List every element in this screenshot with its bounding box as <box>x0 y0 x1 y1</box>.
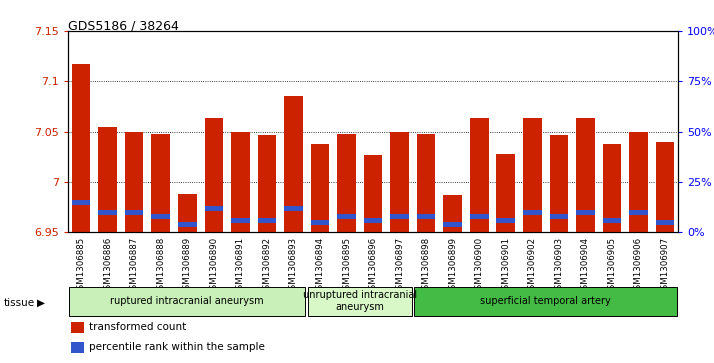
Bar <box>311 144 329 232</box>
Text: GSM1306905: GSM1306905 <box>608 237 616 295</box>
Bar <box>337 134 356 232</box>
Text: percentile rank within the sample: percentile rank within the sample <box>89 342 265 352</box>
Bar <box>99 127 117 232</box>
Text: GSM1306900: GSM1306900 <box>475 237 483 295</box>
Text: GSM1306907: GSM1306907 <box>660 237 670 295</box>
Bar <box>284 205 303 211</box>
Text: GSM1306891: GSM1306891 <box>236 237 245 295</box>
Bar <box>655 220 674 225</box>
Text: superficial temporal artery: superficial temporal artery <box>481 296 611 306</box>
Text: GSM1306888: GSM1306888 <box>156 237 165 295</box>
Text: ▶: ▶ <box>37 298 45 308</box>
Text: GSM1306890: GSM1306890 <box>209 237 218 295</box>
FancyBboxPatch shape <box>69 287 306 316</box>
Bar <box>204 205 223 211</box>
Text: tissue: tissue <box>4 298 35 308</box>
Text: GSM1306894: GSM1306894 <box>316 237 324 295</box>
Bar <box>443 195 462 232</box>
Bar <box>363 218 383 223</box>
Text: GSM1306886: GSM1306886 <box>103 237 112 295</box>
FancyBboxPatch shape <box>414 287 677 316</box>
Bar <box>284 96 303 232</box>
Bar <box>655 142 674 232</box>
Text: GSM1306887: GSM1306887 <box>130 237 139 295</box>
Text: unruptured intracranial
aneurysm: unruptured intracranial aneurysm <box>303 290 417 312</box>
Bar <box>496 154 515 232</box>
Text: GSM1306906: GSM1306906 <box>634 237 643 295</box>
Text: ruptured intracranial aneurysm: ruptured intracranial aneurysm <box>111 296 264 306</box>
Bar <box>576 210 595 215</box>
Bar <box>231 218 250 223</box>
Text: GSM1306885: GSM1306885 <box>76 237 86 295</box>
Bar <box>72 200 91 205</box>
Bar <box>231 132 250 232</box>
Bar <box>363 155 383 232</box>
Bar <box>151 134 170 232</box>
Text: GSM1306893: GSM1306893 <box>289 237 298 295</box>
FancyBboxPatch shape <box>308 287 411 316</box>
Bar <box>550 135 568 232</box>
Text: GSM1306895: GSM1306895 <box>342 237 351 295</box>
Text: GSM1306897: GSM1306897 <box>395 237 404 295</box>
Bar <box>391 132 409 232</box>
Bar <box>550 214 568 219</box>
Bar <box>178 194 196 232</box>
Bar <box>523 210 542 215</box>
Bar <box>204 118 223 232</box>
Text: GSM1306896: GSM1306896 <box>368 237 378 295</box>
Bar <box>391 214 409 219</box>
Bar <box>629 132 648 232</box>
Bar <box>311 220 329 225</box>
Text: GSM1306898: GSM1306898 <box>422 237 431 295</box>
Text: transformed count: transformed count <box>89 322 186 333</box>
Bar <box>603 144 621 232</box>
Bar <box>576 118 595 232</box>
Text: GDS5186 / 38264: GDS5186 / 38264 <box>68 20 178 33</box>
Text: GSM1306901: GSM1306901 <box>501 237 511 295</box>
Text: GSM1306903: GSM1306903 <box>554 237 563 295</box>
Bar <box>337 214 356 219</box>
Bar <box>417 134 436 232</box>
Bar <box>258 218 276 223</box>
Bar <box>470 118 488 232</box>
Text: GSM1306892: GSM1306892 <box>263 237 271 295</box>
Bar <box>125 210 144 215</box>
Text: GSM1306902: GSM1306902 <box>528 237 537 295</box>
Text: GSM1306904: GSM1306904 <box>581 237 590 295</box>
Bar <box>72 64 91 232</box>
Text: GSM1306899: GSM1306899 <box>448 237 457 294</box>
Text: GSM1306889: GSM1306889 <box>183 237 192 295</box>
Bar <box>470 214 488 219</box>
Bar <box>151 214 170 219</box>
Bar <box>603 218 621 223</box>
Bar <box>125 132 144 232</box>
Bar <box>443 222 462 227</box>
Bar <box>178 222 196 227</box>
Bar <box>417 214 436 219</box>
Bar <box>496 218 515 223</box>
Bar <box>523 118 542 232</box>
Bar <box>99 210 117 215</box>
Bar <box>629 210 648 215</box>
Bar <box>258 135 276 232</box>
